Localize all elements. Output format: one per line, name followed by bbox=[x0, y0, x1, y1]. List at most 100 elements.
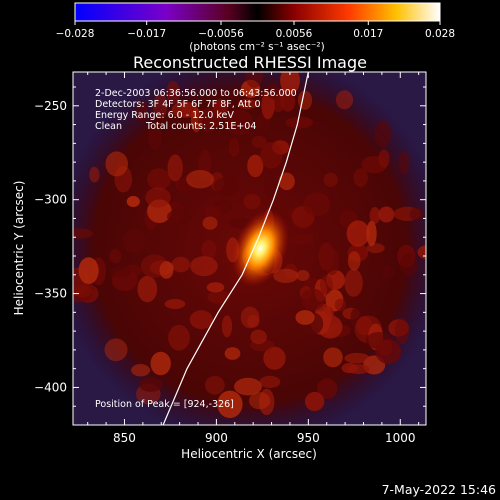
texture-blob bbox=[260, 142, 283, 169]
peak-source bbox=[232, 210, 289, 287]
texture-blob bbox=[166, 80, 180, 105]
texture-blob bbox=[278, 172, 295, 191]
colorbar-tick-label: 0.028 bbox=[425, 28, 455, 40]
texture-blob bbox=[139, 377, 163, 392]
colorbar-tick-label: −0.028 bbox=[56, 28, 95, 40]
x-tick-label: 1000 bbox=[385, 431, 416, 445]
footer-timestamp: 7-May-2022 15:46 bbox=[382, 482, 496, 497]
total-counts-annotation: Total counts: 2.51E+04 bbox=[145, 121, 256, 132]
texture-blob bbox=[335, 90, 354, 110]
texture-blob bbox=[73, 285, 93, 298]
texture-blob bbox=[341, 362, 358, 374]
colorbar-tick-label: −0.017 bbox=[127, 28, 166, 40]
y-tick-label: −250 bbox=[34, 99, 67, 113]
texture-blob bbox=[369, 207, 381, 224]
x-axis-label: Heliocentric X (arcsec) bbox=[181, 447, 317, 461]
texture-blob bbox=[150, 351, 171, 376]
texture-blob bbox=[78, 257, 99, 284]
time-range-annotation: 2-Dec-2003 06:36:56.000 to 06:43:56.000 bbox=[95, 88, 297, 99]
texture-blob bbox=[304, 391, 325, 412]
texture-blob bbox=[105, 151, 128, 177]
texture-blob bbox=[285, 116, 313, 129]
texture-blob bbox=[158, 170, 170, 184]
texture-blob bbox=[217, 390, 243, 418]
texture-blob bbox=[202, 216, 218, 230]
texture-blob bbox=[164, 299, 186, 309]
texture-blob bbox=[263, 346, 286, 370]
texture-blob bbox=[228, 138, 240, 157]
texture-blob bbox=[171, 101, 198, 118]
y-axis-label: Heliocentric Y (arcsec) bbox=[12, 181, 26, 316]
texture-blob bbox=[248, 392, 271, 410]
texture-blob bbox=[399, 253, 418, 276]
texture-blob bbox=[197, 107, 221, 132]
texture-blob bbox=[296, 270, 310, 281]
texture-blob bbox=[245, 72, 264, 88]
texture-blob bbox=[207, 290, 230, 304]
y-tick-label: −400 bbox=[34, 380, 67, 394]
texture-blob bbox=[295, 310, 315, 325]
texture-blob bbox=[109, 265, 132, 278]
texture-blob bbox=[213, 177, 239, 197]
texture-blob bbox=[240, 306, 260, 329]
colorbar-tick-label: −0.0056 bbox=[198, 28, 244, 40]
texture-blob bbox=[344, 352, 370, 364]
texture-blob bbox=[398, 151, 411, 175]
texture-blob bbox=[280, 72, 300, 95]
texture-blob bbox=[303, 192, 331, 217]
texture-blob bbox=[259, 375, 281, 388]
texture-blob bbox=[394, 318, 410, 345]
texture-blob bbox=[347, 251, 361, 271]
texture-blob bbox=[167, 209, 193, 225]
energy-annotation: Energy Range: 6.0 - 12.0 keV bbox=[95, 110, 234, 121]
texture-blob bbox=[221, 315, 233, 338]
texture-blob bbox=[323, 347, 343, 368]
texture-blob bbox=[186, 170, 214, 189]
x-axis-ticks: 850 900 950 1000 bbox=[87, 72, 420, 445]
solar-limb-line bbox=[162, 72, 309, 425]
colorbar-tick-label: 0.0056 bbox=[276, 28, 313, 40]
texture-blob bbox=[301, 288, 326, 311]
plot-frame bbox=[72, 71, 427, 426]
texture-blob bbox=[344, 269, 363, 297]
texture-blob bbox=[374, 120, 392, 148]
texture-blob bbox=[234, 377, 262, 396]
texture-blob bbox=[320, 275, 333, 295]
texture-blob bbox=[104, 338, 128, 362]
texture-blob bbox=[189, 310, 213, 330]
colorbar-ticks: −0.028 −0.017 −0.0056 0.0056 0.017 0.028 bbox=[56, 21, 455, 40]
texture-blob bbox=[171, 256, 190, 273]
texture-blob bbox=[224, 347, 241, 360]
texture-blob bbox=[378, 206, 395, 223]
colorbar bbox=[74, 2, 441, 22]
texture-blob bbox=[346, 220, 370, 247]
texture-blob bbox=[122, 228, 147, 253]
texture-blob bbox=[89, 166, 100, 183]
chart-title: Reconstructed RHESSI Image bbox=[133, 53, 367, 72]
y-tick-label: −300 bbox=[34, 193, 67, 207]
texture-blob bbox=[206, 282, 225, 293]
texture-blob bbox=[148, 125, 162, 150]
texture-blob bbox=[145, 187, 171, 208]
texture-blob bbox=[73, 228, 94, 239]
texture-blob bbox=[167, 154, 183, 182]
texture-blob bbox=[109, 248, 122, 264]
texture-blob bbox=[273, 268, 299, 284]
texture-blob bbox=[251, 135, 267, 148]
colorbar-tick-label: 0.017 bbox=[353, 28, 383, 40]
texture-blob bbox=[378, 149, 390, 168]
peak-position-annotation: Position of Peak = [924,-326] bbox=[95, 399, 234, 410]
texture-blob bbox=[243, 194, 261, 210]
texture-blob bbox=[137, 275, 158, 303]
texture-blob bbox=[324, 248, 340, 276]
x-tick-label: 900 bbox=[205, 431, 228, 445]
texture-blob bbox=[288, 233, 314, 245]
texture-blob bbox=[382, 265, 395, 280]
texture-blob bbox=[135, 100, 148, 122]
texture-blob bbox=[297, 90, 313, 110]
texture-blob bbox=[317, 378, 338, 400]
texture-blob bbox=[201, 240, 217, 259]
texture-blob bbox=[250, 329, 267, 345]
